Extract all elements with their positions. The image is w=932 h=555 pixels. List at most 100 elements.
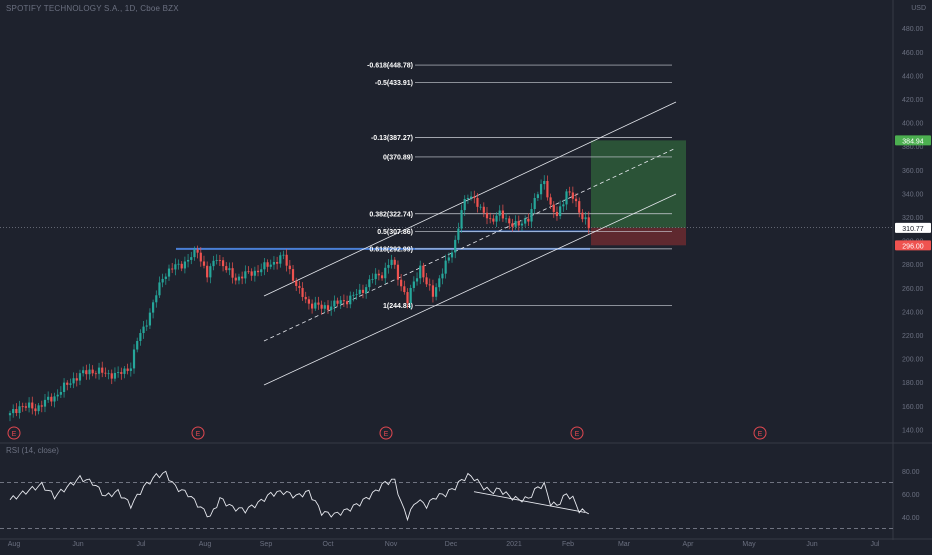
candle-body <box>555 211 559 217</box>
candle-body <box>21 406 24 408</box>
candle-body <box>12 409 15 414</box>
candle-body <box>180 263 183 269</box>
candle-body <box>234 277 237 281</box>
fib-label: 0.5(307.86) <box>377 229 413 236</box>
candle-body <box>530 209 533 222</box>
candle-body <box>8 413 12 416</box>
candle-body <box>75 378 78 381</box>
candle-body <box>520 223 524 226</box>
candle-body <box>574 198 578 202</box>
y-tick-label: 400.00 <box>902 121 924 128</box>
candle-body <box>320 304 323 309</box>
candle-body <box>43 399 47 407</box>
fib-label: 1(244.84) <box>383 303 413 310</box>
target-zone <box>591 140 686 228</box>
price-tag-box <box>895 222 931 233</box>
candle-body <box>177 263 180 265</box>
candle-body <box>495 215 498 222</box>
candle-body <box>578 201 581 213</box>
candle-body <box>358 289 361 295</box>
candle-body <box>250 271 253 276</box>
candle-body <box>183 261 186 269</box>
candle-body <box>457 228 460 240</box>
candle-body <box>301 287 304 297</box>
fib-label: -0.5(433.91) <box>375 80 413 87</box>
y-tick-label: 440.00 <box>902 73 924 80</box>
candle-body <box>110 373 113 379</box>
y-tick-label: 240.00 <box>902 309 924 316</box>
candle-body <box>266 262 269 267</box>
candle-body <box>263 262 266 270</box>
y-tick-label: 260.00 <box>902 286 924 293</box>
candle-body <box>419 265 422 279</box>
candle-body <box>425 277 428 285</box>
rsi-y-tick-label: 60.00 <box>902 492 920 499</box>
fib-label: 0.382(322.74) <box>369 211 413 218</box>
x-tick-label: Dec <box>445 541 458 548</box>
y-tick-label: 380.00 <box>902 144 924 151</box>
price-tag-label: 384.94 <box>902 138 924 145</box>
candle-body <box>85 370 88 375</box>
price-tag: 384.94 <box>895 135 931 146</box>
earnings-marker-label: E <box>12 431 17 438</box>
earnings-marker-circle <box>753 426 767 440</box>
rsi-title: RSI (14, close) <box>6 446 59 455</box>
candle-body <box>311 303 314 309</box>
y-tick-label: 460.00 <box>902 50 924 57</box>
candle-body <box>431 285 435 297</box>
x-tick-label: Sep <box>260 541 273 548</box>
rsi-y-tick-label: 40.00 <box>902 515 920 522</box>
y-tick-label: 220.00 <box>902 333 924 340</box>
earnings-marker-label: E <box>575 431 580 438</box>
candle-body <box>209 266 212 278</box>
candle-body <box>485 212 489 219</box>
candle-body <box>368 279 371 288</box>
candle-body <box>562 204 565 207</box>
fib-label: -0.13(387.27) <box>371 135 413 142</box>
x-tick-label: Mar <box>618 541 631 548</box>
candle-body <box>256 270 260 273</box>
candle-body <box>371 279 374 280</box>
candle-body <box>587 217 590 229</box>
candle-body <box>193 249 196 258</box>
candle-body <box>393 259 396 265</box>
candle-body <box>279 255 282 264</box>
candle-body <box>584 217 587 220</box>
channel-upper <box>263 101 677 297</box>
candle-body <box>136 340 139 350</box>
candle-body <box>174 264 177 270</box>
candle-body <box>514 221 517 227</box>
candle-body <box>94 373 97 375</box>
candle-body <box>269 264 272 267</box>
candle-body <box>546 181 549 198</box>
y-tick-label: 340.00 <box>902 191 924 198</box>
candle-body <box>581 212 584 220</box>
candle-body <box>50 396 53 402</box>
candle-body <box>164 276 167 279</box>
candle-body <box>549 197 552 205</box>
candle-body <box>447 257 450 261</box>
price-tag-label: 310.77 <box>902 226 924 233</box>
candle-body <box>218 260 221 262</box>
earnings-marker-label: E <box>758 431 763 438</box>
x-tick-label: Jun <box>72 541 83 548</box>
candle-body <box>345 301 349 305</box>
candle-body <box>396 264 400 280</box>
candle-body <box>428 284 431 286</box>
candle-body <box>479 206 482 208</box>
y-tick-label: 200.00 <box>902 357 924 364</box>
candle-body <box>260 269 263 273</box>
x-tick-label: Jun <box>806 541 817 548</box>
candle-body <box>409 287 412 304</box>
candle-body <box>501 210 504 219</box>
y-tick-label: 180.00 <box>902 380 924 387</box>
candle-body <box>412 281 415 288</box>
price-tag-label: 296.00 <box>902 243 924 250</box>
candle-body <box>206 265 209 278</box>
candle-body <box>470 196 473 198</box>
x-tick-label: May <box>742 541 756 548</box>
candle-body <box>53 396 56 402</box>
x-tick-label: Feb <box>562 541 574 548</box>
candle-body <box>326 305 330 310</box>
